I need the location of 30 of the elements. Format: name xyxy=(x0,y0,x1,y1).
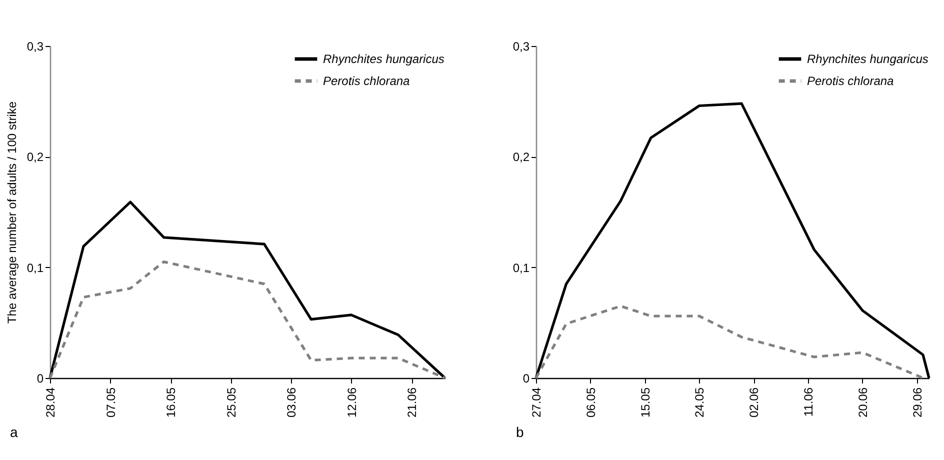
x-tick-label: 24.05 xyxy=(692,387,707,418)
x-tick-label: 16.05 xyxy=(164,387,178,418)
y-tick-label: 0 xyxy=(36,372,44,386)
y-axis-title: The average number of adults / 100 strike xyxy=(4,101,19,324)
legend-label: Rhynchites hungaricus xyxy=(807,52,928,66)
x-tick-label: 06.05 xyxy=(584,387,598,418)
legend-label: Perotis chlorana xyxy=(807,74,894,88)
x-tick-label: 25.05 xyxy=(224,387,238,418)
y-tick-label: 0,3 xyxy=(26,40,44,54)
x-tick-label: 07.05 xyxy=(104,387,118,418)
x-tick-label: 28.04 xyxy=(44,387,58,418)
x-tick-label: 12.06 xyxy=(344,387,359,418)
y-tick-label: 0,2 xyxy=(26,150,44,164)
y-tick-label: 0,1 xyxy=(26,260,44,275)
x-tick-label: 03.06 xyxy=(284,387,299,418)
y-tick-label: 0,1 xyxy=(512,260,530,275)
y-tick-label: 0 xyxy=(522,372,530,386)
y-tick-label: 0,2 xyxy=(512,150,530,164)
x-tick-label: 21.06 xyxy=(405,387,420,418)
x-tick-label: 15.05 xyxy=(638,387,652,418)
x-tick-label: 20.06 xyxy=(856,387,870,418)
x-tick-label: 11.06 xyxy=(802,387,816,417)
x-tick-label: 27.04 xyxy=(530,387,544,418)
y-tick-label: 0,3 xyxy=(512,40,530,54)
text: a xyxy=(10,424,18,440)
text: b xyxy=(516,424,524,440)
x-tick-label: 02.06 xyxy=(747,387,762,418)
x-tick-label: 29.06 xyxy=(910,387,924,418)
legend-label: Rhynchites hungaricus xyxy=(323,52,444,66)
legend-label: Perotis chlorana xyxy=(323,74,410,88)
